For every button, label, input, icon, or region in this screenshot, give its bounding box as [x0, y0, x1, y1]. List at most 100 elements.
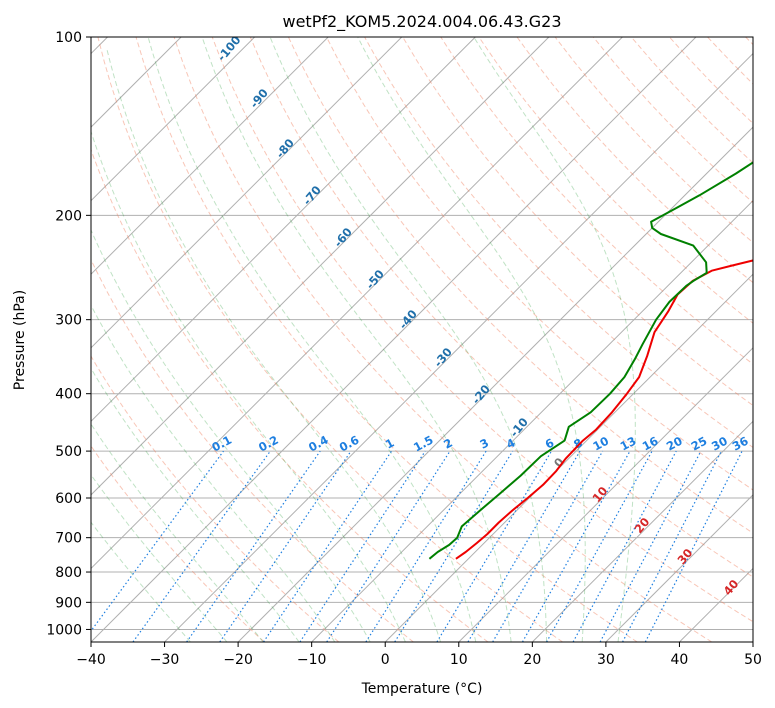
mixing-ratio-label: 6: [543, 436, 557, 452]
moist-adiabat-line: [357, 37, 586, 642]
isotherm-line: [91, 37, 550, 496]
dry-adiabat-line: [745, 37, 753, 46]
dry-adiabat-line: [707, 37, 753, 85]
dry-adiabat-line: [91, 445, 265, 642]
isotherm-line: [91, 37, 403, 349]
dry-adiabat-line: [173, 37, 713, 642]
mixing-ratio-label: 3: [477, 436, 491, 452]
y-tick-label: 1000: [46, 622, 82, 638]
x-tick-label: 50: [744, 652, 762, 668]
mixing-ratio-labels: 0.1 0.2 0.4 0.6 1 1.5 2 3 4 6 8 10 13 16 20 25 30 36-100-…: [209, 33, 751, 598]
dry-adiabat-label: -100: [214, 33, 243, 64]
moist-adiabat-line: [269, 37, 548, 642]
dry-adiabat-label: -90: [247, 86, 271, 111]
mixing-ratio-line: [186, 450, 321, 642]
background-lines: [91, 37, 753, 642]
moist-adiabat-line: [473, 37, 636, 642]
moist-adiabat-line: [91, 304, 336, 642]
mixing-ratio-line: [622, 450, 722, 642]
dry-adiabat-label: 10: [589, 484, 610, 505]
mixing-ratio-line: [365, 450, 487, 642]
mixing-ratio-line: [263, 450, 393, 642]
dry-adiabat-line: [91, 355, 340, 642]
moist-adiabat-line: [91, 423, 264, 642]
isotherm-line: [237, 126, 753, 642]
moist-adiabat-line: [91, 228, 371, 642]
dry-adiabat-label: -40: [396, 307, 420, 332]
y-tick-label: 500: [55, 444, 82, 460]
mixing-ratio-label: 1: [383, 436, 397, 452]
y-tick-label: 200: [55, 208, 82, 224]
y-tick-label: 300: [55, 313, 82, 329]
isotherm-line: [91, 37, 329, 275]
mixing-ratio-label: 20: [664, 434, 685, 454]
x-tick-label: −30: [150, 652, 180, 668]
plot-frame: [90, 36, 754, 643]
dry-adiabat-line: [364, 37, 753, 449]
dry-adiabat-label: -50: [363, 267, 387, 292]
mixing-ratio-label: 30: [709, 434, 730, 454]
dry-adiabat-line: [516, 37, 753, 284]
dry-adiabat-line: [440, 37, 753, 365]
y-tick-label: 600: [55, 491, 82, 507]
moist-adiabat-line: [106, 49, 442, 642]
x-tick-label: 10: [450, 652, 468, 668]
dry-adiabat-line: [478, 37, 753, 324]
isotherm-line: [679, 567, 753, 642]
x-tick-label: 30: [597, 652, 615, 668]
isotherm-line: [311, 199, 753, 642]
mixing-ratio-line: [91, 450, 224, 632]
dry-adiabat-line: [97, 37, 563, 642]
dry-adiabat-label: -30: [431, 345, 455, 370]
dry-adiabat-line: [135, 37, 638, 642]
isotherm-line: [752, 641, 753, 642]
dry-adiabat-label: 20: [631, 515, 652, 536]
isotherm-line: [164, 52, 753, 642]
mixing-ratio-line: [326, 450, 451, 642]
dry-adiabat-line: [554, 37, 753, 244]
mixing-ratio-line: [546, 450, 653, 642]
mixing-ratio-line: [572, 450, 677, 642]
y-tick-label: 900: [55, 595, 82, 611]
isotherm-line: [458, 347, 753, 642]
chart-title: wetPf2_KOM5.2024.004.06.43.G23: [282, 12, 561, 32]
isotherm-line: [91, 37, 476, 423]
dry-adiabat-line: [91, 258, 414, 642]
x-tick-label: 40: [671, 652, 689, 668]
isotherm-line: [605, 494, 753, 642]
mixing-ratio-line: [492, 450, 604, 642]
mixing-ratio-line: [394, 450, 514, 642]
dry-adiabat-label: -20: [469, 382, 493, 407]
mixing-ratio-label: 10: [590, 434, 611, 454]
profile-line: [428, 161, 753, 560]
moist-adiabat-line: [201, 37, 512, 642]
dry-adiabat-label: -80: [273, 136, 297, 161]
profile-line: [455, 259, 753, 560]
mixing-ratio-line: [644, 450, 743, 642]
mixing-ratio-line: [132, 450, 271, 642]
dry-adiabat-line: [402, 37, 753, 407]
y-axis: 100 200 300 400 500 600 700 800 900 1000: [46, 30, 91, 638]
mixing-ratio-line: [521, 450, 631, 642]
profile-series: [428, 161, 753, 560]
y-axis-label: Pressure (hPa): [12, 290, 28, 390]
dry-adiabat-label: 40: [720, 577, 741, 598]
mixing-ratio-label: 36: [730, 434, 751, 454]
x-axis-label: Temperature (°C): [361, 681, 483, 697]
isotherm-line: [91, 37, 623, 570]
isotherm-line: [91, 37, 256, 202]
x-tick-label: −20: [223, 652, 253, 668]
dry-adiabat-label: -60: [331, 225, 355, 250]
isotherm-line: [384, 273, 753, 642]
mixing-ratio-label: 13: [618, 434, 639, 454]
y-tick-label: 800: [55, 565, 82, 581]
mixing-ratio-line: [599, 450, 702, 642]
moist-adiabat-line: [91, 367, 300, 642]
x-tick-label: −10: [297, 652, 327, 668]
isotherm-line: [91, 37, 697, 642]
y-tick-label: 400: [55, 387, 82, 403]
dry-adiabat-label: -70: [300, 183, 324, 208]
mixing-ratio-label: 2: [441, 436, 455, 452]
y-tick-label: 700: [55, 531, 82, 547]
